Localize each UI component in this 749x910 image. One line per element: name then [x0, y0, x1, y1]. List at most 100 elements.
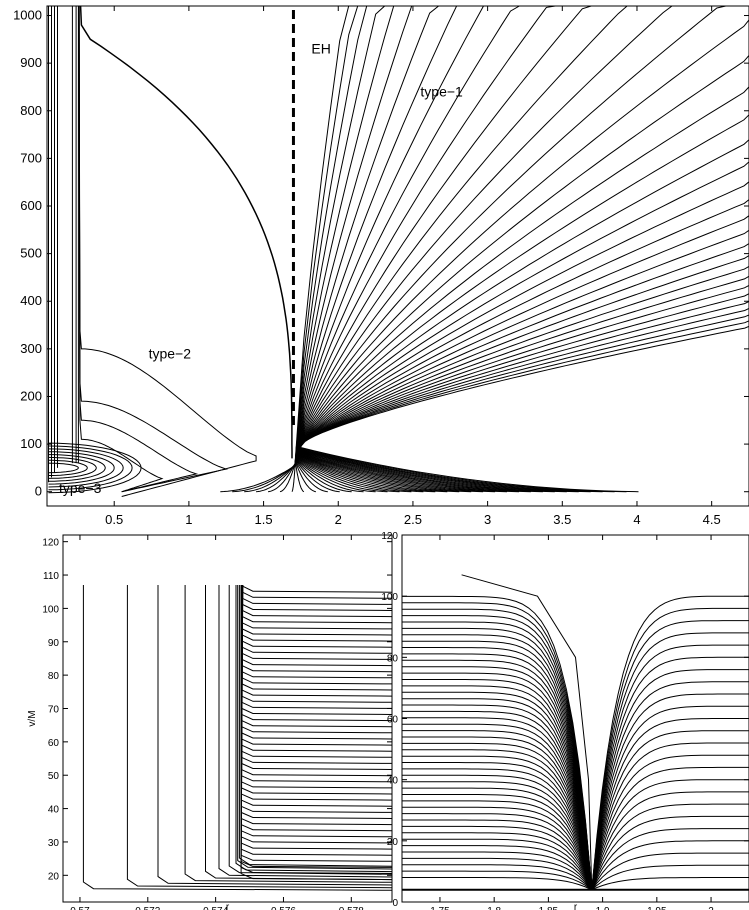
- right-family-geodesic: [591, 742, 749, 890]
- right-family-geodesic: [591, 791, 749, 890]
- right-family-geodesic: [591, 864, 749, 891]
- type2-geodesic: [78, 5, 257, 497]
- right-family-geodesic: [591, 669, 749, 890]
- type1-geodesic: [295, 310, 749, 493]
- right-family-geodesic: [591, 632, 749, 890]
- top-xtick-label: 1: [185, 512, 192, 527]
- left-family-geodesic: [402, 595, 593, 890]
- bottom-left-xtick-label: 0.57: [70, 906, 90, 910]
- left-family-geodesic: [402, 742, 593, 890]
- type3-geodesic: [48, 459, 88, 476]
- horizon-geodesic: [79, 5, 293, 459]
- type3-geodesic: [48, 456, 97, 479]
- left-family-geodesic: [402, 774, 593, 890]
- top-panel-ticks: 0.5 1 1.5 2 2.5 3 3.5 4 4.5 0 100 200 300 400 500 600 70…: [13, 6, 749, 527]
- right-family-geodesic: [591, 595, 749, 890]
- type1-geodesic: [295, 185, 749, 493]
- bottom-left-ytick-label: 70: [48, 704, 60, 715]
- accumulation-geodesic: [241, 585, 393, 801]
- left-family-geodesic: [402, 825, 593, 890]
- right-family-geodesic: [591, 620, 749, 890]
- left-family-geodesic: [402, 864, 593, 891]
- bottom-right-xtick-label: 2: [708, 906, 714, 910]
- left-family-geodesic: [402, 845, 593, 891]
- left-family-geodesic: [402, 698, 593, 890]
- accumulation-geodesic: [241, 585, 393, 691]
- top-panel-curves: [48, 5, 749, 497]
- type1-geodesic: [295, 6, 749, 493]
- type1-geodesic: [295, 264, 749, 493]
- bottom-left-ytick-label: 40: [48, 805, 60, 816]
- annotation-type-1: type−1: [420, 83, 463, 99]
- top-xtick-label: 4: [633, 512, 640, 527]
- left-family-geodesic: [402, 813, 593, 890]
- left-family-geodesic: [402, 621, 593, 890]
- right-family-geodesic: [591, 840, 749, 891]
- top-panel-frame: [46, 5, 749, 507]
- bottom-right-ytick-label: 100: [381, 592, 398, 603]
- right-family-geodesic: [591, 644, 749, 890]
- bottom-left-ytick-label: 20: [48, 871, 60, 882]
- accumulation-geodesic: [240, 585, 393, 850]
- right-family-geodesic: [591, 779, 749, 890]
- top-ytick-label: 900: [20, 55, 42, 70]
- accumulation-geodesic: [184, 585, 393, 883]
- type1-geodesic: [295, 230, 749, 493]
- left-family-geodesic: [402, 819, 593, 890]
- type1-geodesic: [295, 166, 749, 493]
- bottom-right-ytick-label: 120: [381, 531, 398, 542]
- right-family-geodesic: [591, 607, 749, 890]
- left-family-geodesic: [402, 768, 593, 890]
- type2-geodesic: [78, 5, 164, 493]
- left-family-geodesic: [402, 634, 593, 890]
- type1-geodesic: [295, 5, 749, 493]
- left-family-geodesic: [402, 717, 593, 890]
- type1-geodesic: [295, 253, 749, 493]
- accumulation-geodesic: [241, 585, 393, 654]
- right-family-geodesic: [591, 705, 749, 890]
- bottom-left-xtick-label: 0.578: [339, 906, 364, 910]
- bottom-left-ytick-label: 50: [48, 771, 60, 782]
- left-family-geodesic: [402, 736, 593, 890]
- type1-geodesic: [295, 6, 749, 493]
- type1-geodesic: [295, 5, 749, 493]
- top-xtick-label: 2: [335, 512, 342, 527]
- top-panel: 0.5 1 1.5 2 2.5 3 3.5 4 4.5 0 100 200 300 400 500 600 70…: [13, 5, 749, 527]
- left-family-geodesic: [402, 806, 593, 890]
- type2-geodesic: [78, 5, 199, 493]
- accumulation-geodesic: [237, 585, 393, 870]
- left-family-geodesic: [402, 672, 593, 890]
- bottom-right-ytick-label: 60: [387, 715, 399, 726]
- type3-geodesic: [48, 448, 124, 488]
- bottom-right-xtick-label: 1.85: [539, 906, 559, 910]
- type3-geodesic: [48, 454, 106, 482]
- bottom-right-ytick-label: 40: [387, 776, 399, 787]
- bottom-left-ylabel: v/M: [27, 710, 38, 726]
- bottom-right-ytick-label: 0: [392, 898, 398, 909]
- type1-geodesic: [295, 98, 749, 493]
- accumulation-geodesic: [241, 585, 393, 703]
- bottom-right-ytick-label: 20: [387, 837, 399, 848]
- bottom-right-xtick-label: 1.95: [647, 906, 667, 910]
- top-ytick-label: 500: [20, 246, 42, 261]
- bottom-right-xtick-label: 1.8: [487, 906, 501, 910]
- top-xtick-label: 2.5: [404, 512, 422, 527]
- right-family-geodesic: [591, 681, 749, 890]
- type1-geodesic: [295, 70, 749, 493]
- top-ytick-label: 1000: [13, 8, 42, 23]
- type1-geodesic: [295, 282, 749, 493]
- left-family-geodesic: [402, 749, 593, 890]
- top-ytick-label: 0: [35, 484, 42, 499]
- bottom-right-panel: 1.751.81.851.91.952020406080100120 r: [381, 531, 749, 910]
- accumulation-geodesic: [241, 585, 393, 777]
- type1-geodesic: [295, 273, 749, 493]
- bottom-left-xtick-label: 0.572: [135, 906, 160, 910]
- right-family-geodesic: [591, 693, 749, 890]
- left-family-geodesic: [402, 870, 593, 891]
- top-ytick-label: 800: [20, 103, 42, 118]
- annotation-eh: EH: [311, 41, 330, 57]
- accumulation-geodesic: [82, 585, 393, 891]
- left-family-geodesic: [402, 723, 593, 890]
- right-family-geodesic: [591, 803, 749, 890]
